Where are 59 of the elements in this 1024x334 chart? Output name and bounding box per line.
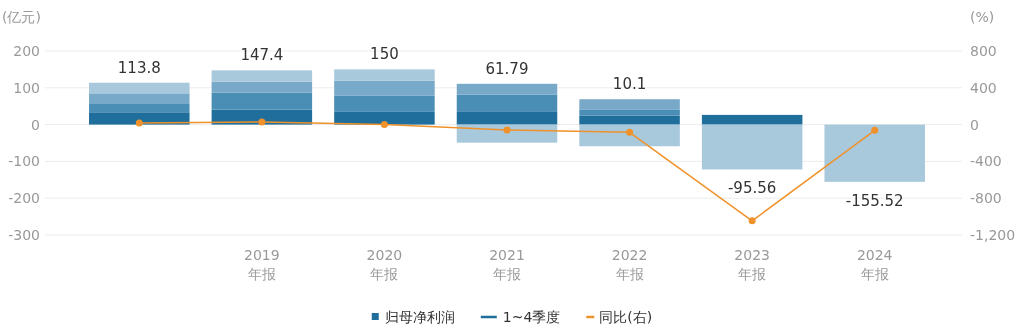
- y2-tick-label: -1,200: [970, 227, 1016, 243]
- x-tick-label: 2020 年报: [366, 247, 403, 282]
- text: 1~4季度: [502, 309, 561, 325]
- bar: [579, 124, 680, 147]
- bar: [456, 94, 558, 112]
- total-label: 61.79: [485, 59, 529, 78]
- bar: [456, 83, 558, 95]
- point: [871, 126, 879, 134]
- legend-label: 归母净利润: [384, 309, 455, 325]
- y-axis-title: (亿元): [2, 9, 41, 25]
- total-label: 147.4: [240, 46, 284, 65]
- x-tick-label: 2022 年报: [611, 247, 648, 282]
- point: [748, 217, 756, 225]
- point: [258, 118, 266, 126]
- point: [626, 128, 634, 136]
- bar: [334, 80, 435, 96]
- bar: [579, 115, 680, 125]
- bar: [334, 69, 435, 81]
- bar: [456, 124, 558, 143]
- bar: [579, 99, 680, 110]
- y2-tick-label: 800: [970, 43, 997, 59]
- bar: [334, 95, 435, 112]
- x-tick-label: 2024 年报: [856, 247, 893, 282]
- bar: [334, 111, 435, 125]
- bar: [824, 124, 925, 182]
- bar: [89, 103, 190, 113]
- bar: [211, 92, 313, 110]
- total-label: -155.52: [845, 191, 904, 210]
- total-label: 113.8: [117, 58, 161, 77]
- bar: [89, 82, 190, 94]
- bar: [211, 70, 313, 82]
- point: [135, 119, 143, 127]
- point: [503, 126, 511, 134]
- bar: [579, 109, 680, 116]
- y2-tick-label: 0: [970, 116, 979, 133]
- y-tick-label: -300: [8, 227, 40, 243]
- y2-tick-label: -400: [970, 153, 1002, 170]
- bar: [211, 81, 313, 93]
- bar: [89, 93, 190, 104]
- y-tick-label: -200: [8, 190, 40, 207]
- bar: [701, 114, 803, 125]
- bar: [456, 111, 558, 125]
- total-label: 10.1: [612, 75, 647, 94]
- x-tick-label: 2021 年报: [489, 247, 525, 282]
- y-tick-label: 200: [13, 43, 40, 59]
- y-tick-label: 0: [31, 116, 40, 133]
- y2-axis-title: (%): [970, 9, 995, 25]
- x-tick-label: 2023 年报: [734, 247, 770, 282]
- y2-tick-label: -800: [970, 190, 1002, 207]
- bar: [89, 112, 190, 125]
- legend-label: 同比(右): [599, 309, 653, 325]
- y2-tick-label: 400: [970, 79, 997, 96]
- point: [380, 120, 388, 128]
- total-label: -95.56: [727, 179, 777, 198]
- y-tick-label: -100: [8, 153, 40, 170]
- bar: [701, 124, 803, 170]
- x-tick-label: 2019 年报: [244, 247, 280, 282]
- y-tick-label: 100: [13, 79, 40, 96]
- total-label: 150: [370, 45, 399, 64]
